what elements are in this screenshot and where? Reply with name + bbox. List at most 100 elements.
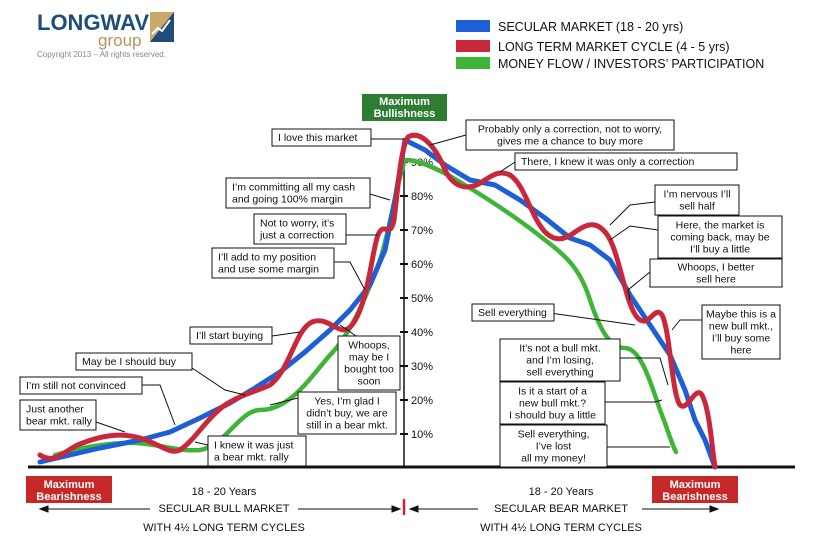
axis-tick-80: 80% <box>411 191 433 203</box>
callout-box: I’ll start buying <box>189 326 273 345</box>
callout-text: I’m committing all my cash <box>232 182 355 194</box>
axis-tick-60: 60% <box>411 259 433 271</box>
axis-tick-20: 20% <box>411 395 433 407</box>
callout-box: I love this market <box>271 128 372 147</box>
legend-swatch-moneyflow <box>456 57 490 69</box>
axis-tick-70: 70% <box>411 225 433 237</box>
callout-text: new bull mkt.? <box>519 398 586 410</box>
callout-text: I’ll buy a little <box>690 244 750 256</box>
callout-text: Maybe this is a <box>706 309 776 321</box>
callout-text: bear mkt. rally <box>26 416 93 428</box>
logo: LONGWAVE group Copyright 2013 – All righ… <box>37 10 174 59</box>
axis-tick-40: 40% <box>411 327 433 339</box>
callout-text: just a correction <box>259 230 334 242</box>
callout-text: Whoops, I better <box>677 262 755 274</box>
max-bullishness-badge: Maximum Bullishness <box>362 94 447 121</box>
callout-text: bought too <box>344 364 394 376</box>
axis-tick-50: 50% <box>411 293 433 305</box>
legend-label-secular: SECULAR MARKET (18 - 20 yrs) <box>498 20 683 34</box>
axis-tick-10: 10% <box>411 429 433 441</box>
callout-text: May be I should buy <box>82 356 177 368</box>
callout-text: gives me a chance to buy more <box>497 136 643 148</box>
callout-text: and I’m losing, <box>526 355 594 367</box>
max-bearishness-left-badge: Maximum Bearishness <box>26 476 112 503</box>
bull-years: 18 - 20 Years <box>192 486 257 498</box>
callout-text: Sell everything, <box>518 429 590 441</box>
callout-text: didn’t buy, we are <box>306 408 388 420</box>
callout-text: sell here <box>696 274 736 286</box>
cycle-curve <box>37 132 718 470</box>
callout-text: and use some margin <box>218 264 319 276</box>
callout-text: Probably only a correction, not to worry… <box>478 124 662 136</box>
bull-market-sub: WITH 4½ LONG TERM CYCLES <box>143 522 305 534</box>
svg-text:Bullishness: Bullishness <box>374 108 436 120</box>
callout-text: I should buy a little <box>509 410 596 422</box>
callout-text: still in a bear mkt. <box>306 420 388 432</box>
vertical-axis: 10% 20% 30% 40% 50% 60% 70% 80% 90% <box>400 140 433 466</box>
callout-box: I’m still not convinced <box>19 376 143 395</box>
legend-swatch-cycle <box>456 40 490 52</box>
callout-box: May be I should buy <box>75 352 193 371</box>
svg-text:Maximum: Maximum <box>44 479 95 491</box>
callout-text: There, I knew it was only a correction <box>521 156 694 168</box>
callout-text: soon <box>358 376 381 388</box>
callout-text: may be I <box>349 352 389 364</box>
callout-text: coming back, may be <box>670 232 769 244</box>
svg-text:Bearishness: Bearishness <box>36 491 101 503</box>
callout-text: I’m nervous I’ll <box>663 189 730 201</box>
callout-text: Not to worry, it’s <box>260 218 334 230</box>
logo-line2: group <box>98 31 141 50</box>
callout-text: sell half <box>679 201 715 213</box>
callout-text: Yes, I’m glad I <box>314 396 380 408</box>
callout-text: I’ll add to my position <box>218 252 316 264</box>
callout-text: Sell everything <box>478 307 547 319</box>
svg-text:Maximum: Maximum <box>670 479 721 491</box>
legend-swatch-secular <box>456 20 490 32</box>
callout-text: Just another <box>26 404 84 416</box>
callout-box: Sell everything <box>471 303 555 322</box>
legend-label-moneyflow: MONEY FLOW / INVESTORS’ PARTICIPATION <box>498 57 764 71</box>
bear-market-title: SECULAR BEAR MARKET <box>494 503 628 515</box>
callout-text: I’ll start buying <box>196 330 263 342</box>
callout-text: all my money! <box>521 453 586 465</box>
callout-text: I knew it was just <box>214 440 293 452</box>
bear-market-sub: WITH 4½ LONG TERM CYCLES <box>480 522 642 534</box>
callout-box: Probably only a correction, not to worry… <box>465 119 675 151</box>
callout-text: I’m still not convinced <box>26 380 126 392</box>
callout-box: It’s not a bull mkt.and I’m losing,sell … <box>499 338 621 382</box>
callout-text: and going 100% margin <box>232 194 343 206</box>
bull-market-title: SECULAR BULL MARKET <box>158 503 289 515</box>
max-bearishness-right-badge: Maximum Bearishness <box>652 476 738 503</box>
bear-years: 18 - 20 Years <box>529 486 594 498</box>
legend: SECULAR MARKET (18 - 20 yrs) LONG TERM M… <box>456 20 764 71</box>
callout-text: Is it a start of a <box>518 386 587 398</box>
svg-text:Bearishness: Bearishness <box>662 491 727 503</box>
copyright: Copyright 2013 – All rights reserved. <box>37 50 166 59</box>
callout-text: Here, the market is <box>676 220 765 232</box>
callout-text: I’ve lost <box>536 441 572 453</box>
svg-text:Maximum: Maximum <box>379 96 430 108</box>
axis-tick-30: 30% <box>411 361 433 373</box>
callout-text: Whoops, <box>348 340 389 352</box>
logo-line1: LONGWAVE <box>37 10 164 35</box>
callout-connectors <box>95 134 702 448</box>
logo-mark-icon <box>150 12 174 42</box>
callout-text: I’ll buy some <box>712 333 771 345</box>
callout-box: There, I knew it was only a correction <box>514 152 738 171</box>
legend-label-cycle: LONG TERM MARKET CYCLE (4 - 5 yrs) <box>498 40 730 54</box>
